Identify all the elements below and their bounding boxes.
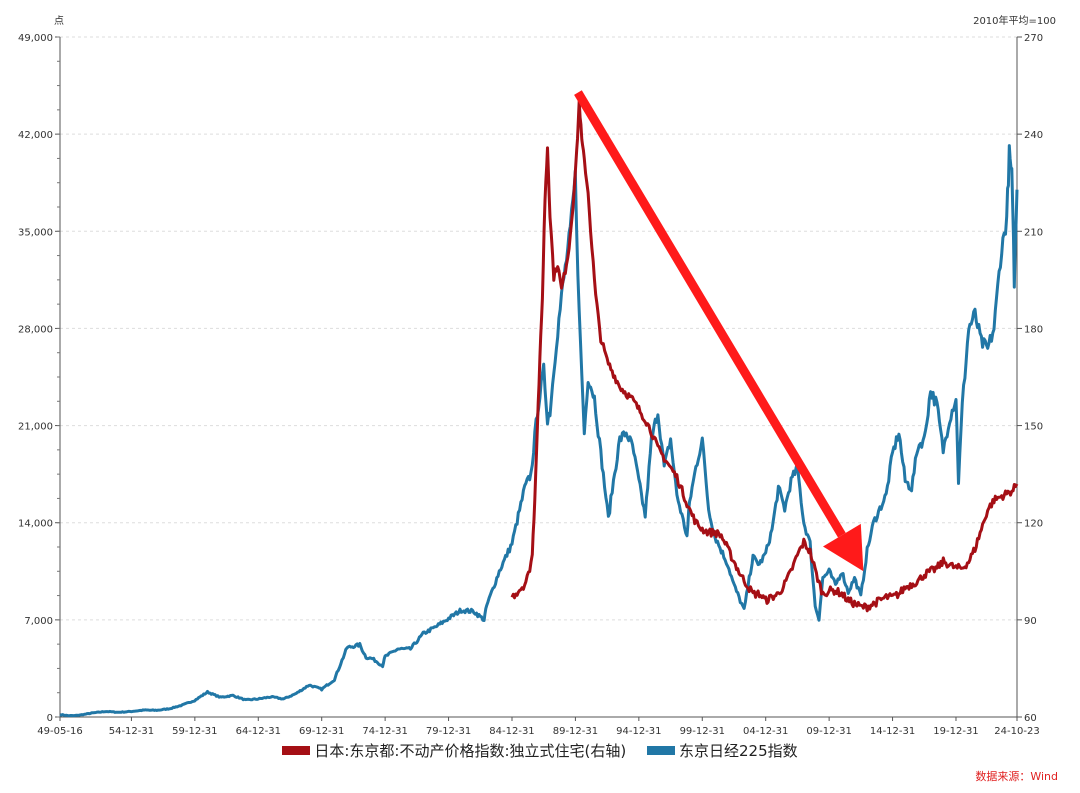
right-tick-label: 240 xyxy=(1024,130,1043,141)
nikkei-225-line xyxy=(59,144,1019,718)
annotation-layer xyxy=(574,90,864,572)
left-tick-label: 7,000 xyxy=(24,616,53,627)
right-tick-label: 210 xyxy=(1024,227,1043,238)
left-axis-unit: 点 xyxy=(54,15,64,27)
legend-label-nikkei: 东京日经225指数 xyxy=(679,742,798,760)
x-tick-label: 99-12-31 xyxy=(680,726,725,737)
x-tick-label: 79-12-31 xyxy=(426,726,471,737)
legend-swatch-housing xyxy=(282,746,311,755)
legend: 日本:东京都:不动产价格指数:独立式住宅(右轴) 东京日经225指数 xyxy=(0,740,1080,761)
series-layer xyxy=(59,99,1019,718)
source-note: 数据来源：Wind xyxy=(975,770,1058,783)
x-tick-label: 94-12-31 xyxy=(616,726,661,737)
right-tick-label: 270 xyxy=(1024,33,1043,44)
x-tick-label: 49-05-16 xyxy=(37,726,82,737)
right-tick-label: 150 xyxy=(1024,422,1043,433)
grid-lines xyxy=(60,36,1017,621)
x-tick-label: 54-12-31 xyxy=(109,726,154,737)
x-tick-label: 69-12-31 xyxy=(299,726,344,737)
left-tick-label: 42,000 xyxy=(18,130,53,141)
trend-arrow-head xyxy=(823,523,864,572)
legend-item-housing-index[interactable]: 日本:东京都:不动产价格指数:独立式住宅(右轴) xyxy=(282,740,626,761)
x-tick-label: 04-12-31 xyxy=(743,726,788,737)
left-tick-label: 14,000 xyxy=(18,519,53,530)
left-tick-label: 28,000 xyxy=(18,324,53,335)
left-tick-label: 49,000 xyxy=(18,33,53,44)
x-tick-label: 19-12-31 xyxy=(933,726,978,737)
left-tick-label: 0 xyxy=(47,713,53,724)
right-tick-label: 90 xyxy=(1024,616,1037,627)
x-tick-label: 14-12-31 xyxy=(870,726,915,737)
legend-label-housing: 日本:东京都:不动产价格指数:独立式住宅(右轴) xyxy=(314,742,627,760)
right-axis-ticks: 60 90 120 150 180 210 240 270 xyxy=(1017,33,1043,724)
x-tick-label: 24-10-23 xyxy=(994,726,1039,737)
left-tick-label: 35,000 xyxy=(18,227,53,238)
right-tick-label: 60 xyxy=(1024,713,1037,724)
x-axis-ticks: 49-05-16 54-12-31 59-12-31 64-12-31 69-12-31… xyxy=(37,717,1040,737)
left-axis-ticks: 0 7,000 14,000 21,000 28,000 35,000 42,000 49,0… xyxy=(18,33,60,724)
x-tick-label: 59-12-31 xyxy=(172,726,217,737)
right-tick-label: 120 xyxy=(1024,519,1043,530)
trend-arrow-shaft xyxy=(574,90,846,538)
x-tick-label: 74-12-31 xyxy=(362,726,407,737)
x-tick-label: 89-12-31 xyxy=(553,726,598,737)
left-tick-label: 21,000 xyxy=(18,422,53,433)
right-tick-label: 180 xyxy=(1024,324,1043,335)
x-tick-label: 09-12-31 xyxy=(806,726,851,737)
legend-item-nikkei[interactable]: 东京日经225指数 xyxy=(647,740,798,761)
x-tick-label: 84-12-31 xyxy=(489,726,534,737)
legend-swatch-nikkei xyxy=(647,746,675,755)
x-tick-label: 64-12-31 xyxy=(236,726,281,737)
right-axis-unit: 2010年平均=100 xyxy=(973,14,1056,27)
housing-index-line xyxy=(510,99,1019,613)
